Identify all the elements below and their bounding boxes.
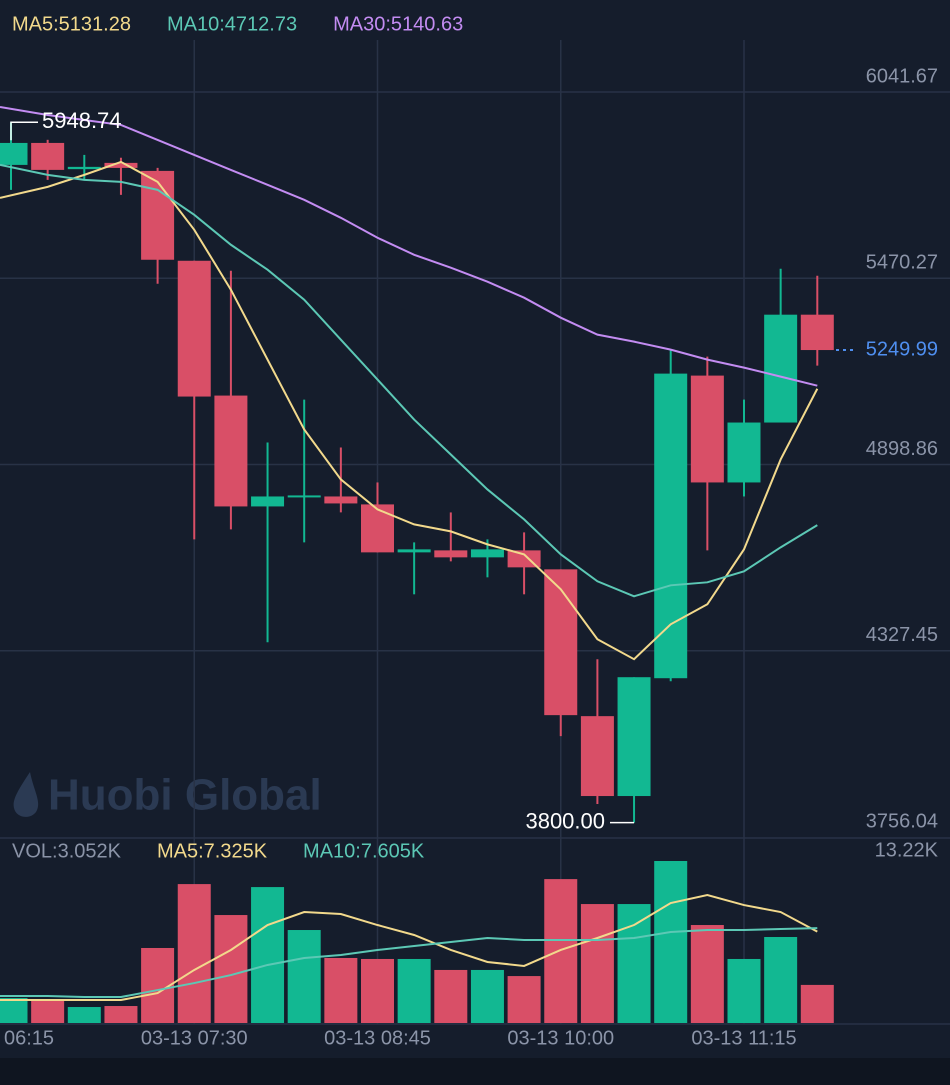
volume-bar [434, 969, 468, 1023]
y-tick-label: 3756.04 [866, 810, 938, 832]
volume-bar [214, 915, 248, 1023]
watermark: Huobi Global [13, 771, 322, 820]
last-price-label: 5249.99 [866, 338, 938, 360]
watermark-logo [13, 772, 39, 817]
candle-body [251, 496, 285, 507]
legend-entry: MA10:4712.73 [167, 13, 297, 35]
candle-body [287, 495, 321, 498]
volume-bar [764, 937, 798, 1023]
max-marker [10, 121, 38, 141]
ma-line [0, 894, 818, 1002]
candle-body [580, 716, 614, 797]
candle-body [397, 549, 431, 553]
max-label: 5948.74 [42, 108, 122, 133]
volume-tick-label: 13.22K [875, 839, 939, 861]
ma-line [0, 160, 819, 661]
volume-legend: VOL:3.052K [12, 840, 122, 862]
candle-body [67, 166, 101, 170]
candle-body [654, 373, 688, 679]
volume-bar [617, 904, 651, 1023]
min-label: 3800.00 [525, 808, 605, 833]
candle-body [764, 314, 798, 423]
volume-bar [31, 1000, 65, 1023]
x-tick-label: 03-13 10:00 [507, 1027, 614, 1049]
candle-body [800, 314, 834, 351]
candle-body [0, 142, 28, 165]
candle-body [727, 422, 761, 483]
y-tick-label: 4327.45 [866, 624, 938, 646]
candle-body [214, 395, 248, 507]
legend-entry: MA30:5140.63 [333, 13, 463, 35]
volume-bar [251, 887, 285, 1023]
volume-bar [0, 998, 28, 1023]
volume-bar [507, 976, 541, 1023]
legend-entry: MA5:5131.28 [12, 13, 131, 35]
candle-body [690, 375, 724, 483]
watermark-text: Huobi Global [48, 771, 322, 820]
volume-bar [177, 884, 211, 1023]
volume-bar [690, 925, 724, 1023]
volume-bar [67, 1007, 101, 1023]
volume-legend-entry: MA10:7.605K [303, 840, 425, 862]
volume-legend-entry: MA5:7.325K [157, 840, 268, 862]
volume-bar [287, 930, 321, 1023]
volume-bar [361, 958, 394, 1023]
volume-bar [654, 860, 688, 1023]
x-tick-label: 03-13 08:45 [324, 1027, 431, 1049]
x-tick-label: 06:15 [4, 1027, 54, 1049]
candle-body [141, 170, 175, 260]
candle-body [470, 549, 504, 558]
y-tick-label: 6041.67 [866, 65, 938, 87]
x-tick-label: 03-13 07:30 [141, 1027, 248, 1049]
ma-line [0, 163, 818, 598]
footer-bar [0, 1058, 950, 1085]
candle-body [104, 162, 138, 168]
candle-body [31, 142, 65, 170]
y-tick-label: 4898.86 [866, 438, 938, 460]
volume-bar [580, 904, 614, 1023]
candle-body [324, 496, 358, 504]
volume-bar [470, 969, 504, 1023]
ma-line [0, 105, 818, 387]
volume-bar [324, 957, 358, 1023]
volume-bar [800, 984, 834, 1023]
y-tick-label: 5470.27 [866, 252, 938, 274]
volume-bar [104, 1006, 138, 1023]
candle-body [544, 569, 578, 716]
candle-body [434, 550, 468, 558]
volume-bar [397, 958, 431, 1023]
x-tick-label: 03-13 11:15 [691, 1027, 796, 1049]
candle-body [361, 504, 394, 553]
candle-body [177, 260, 211, 397]
ma-line [0, 927, 818, 999]
volume-bar [727, 958, 761, 1023]
candle-body [617, 677, 651, 797]
